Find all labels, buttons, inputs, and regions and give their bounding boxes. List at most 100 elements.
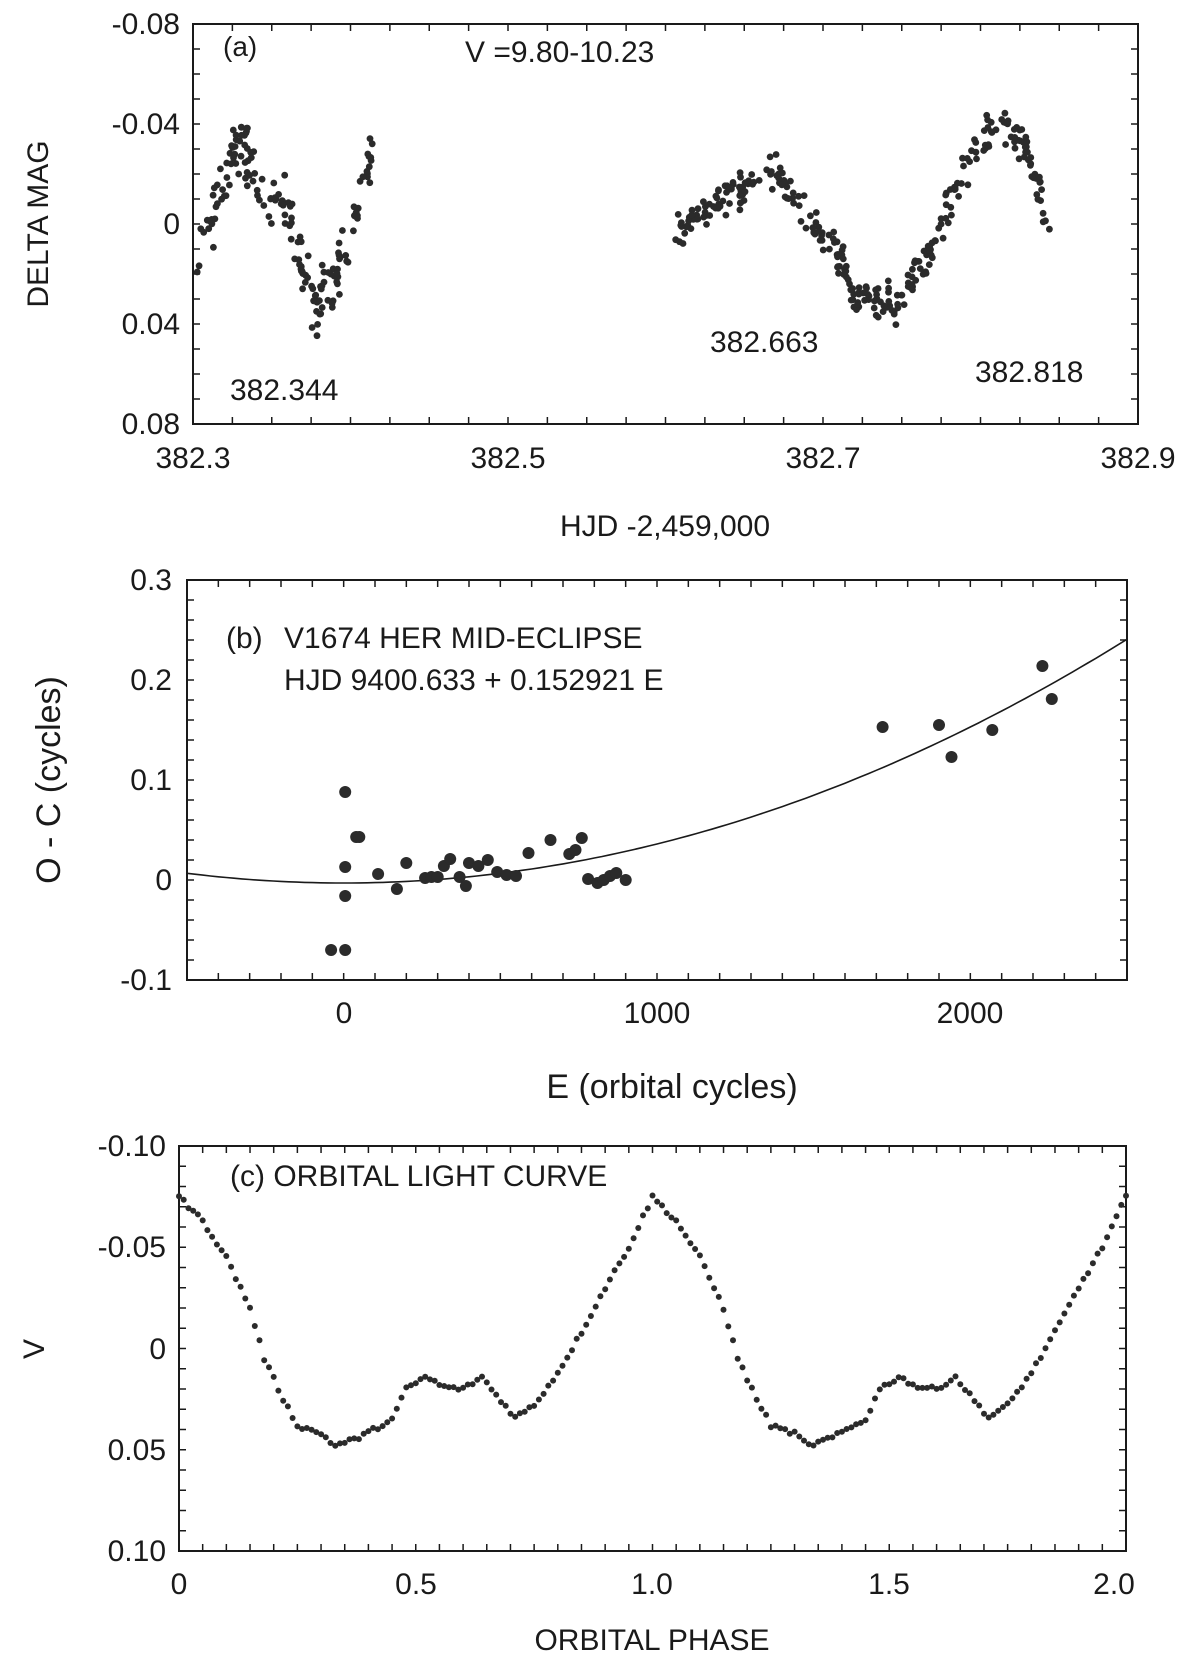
c-data-point	[876, 1386, 883, 1393]
a-data-point	[972, 148, 980, 156]
c-data-point	[914, 1384, 921, 1391]
c-data-point	[909, 1381, 916, 1388]
a-data-point	[842, 262, 850, 270]
a-data-point	[960, 162, 967, 170]
a-data-point	[223, 174, 231, 181]
a-data-point	[942, 191, 950, 199]
a-data-point	[241, 141, 249, 149]
a-data-point	[288, 200, 296, 208]
b-xtick-label-0: 0	[336, 997, 353, 1030]
c-data-point	[957, 1381, 964, 1388]
c-data-point	[900, 1375, 907, 1382]
c-data-point	[668, 1214, 675, 1221]
c-data-point	[602, 1286, 609, 1293]
a-ytick-label-neg0.04: -0.04	[112, 108, 180, 141]
a-data-point	[880, 302, 888, 310]
b-ytick-label-0: 0	[155, 864, 172, 897]
a-data-point	[246, 171, 254, 179]
panel-b-minor-ticks	[186, 579, 1128, 981]
a-data-point	[310, 297, 317, 305]
c-ytick-label-neg0.05: -0.05	[98, 1231, 166, 1264]
a-data-point	[834, 253, 841, 261]
b-data-point	[619, 874, 632, 886]
c-data-point	[370, 1424, 377, 1431]
b-data-point	[453, 871, 466, 883]
c-data-point	[962, 1387, 968, 1393]
c-data-point	[1028, 1370, 1035, 1377]
a-data-point	[335, 249, 342, 257]
c-data-point	[1075, 1285, 1082, 1292]
a-data-point	[909, 265, 916, 273]
c-data-point	[1080, 1275, 1087, 1282]
c-data-point	[280, 1397, 287, 1404]
a-data-point	[291, 255, 299, 263]
c-xtick-label-1.5: 1.5	[868, 1568, 910, 1601]
c-data-point	[1066, 1301, 1073, 1308]
c-data-point	[630, 1235, 637, 1242]
a-data-point	[800, 192, 808, 200]
b-data-point	[481, 854, 494, 866]
c-data-point	[919, 1384, 926, 1391]
c-data-point	[213, 1241, 220, 1248]
c-data-point	[933, 1385, 940, 1392]
a-data-point	[1011, 134, 1019, 141]
c-data-point	[445, 1384, 452, 1391]
c-data-point	[611, 1267, 618, 1274]
c-data-point	[550, 1377, 557, 1384]
a-data-point	[931, 237, 939, 244]
c-data-point	[360, 1430, 367, 1437]
a-data-point	[772, 151, 780, 158]
c-data-point	[744, 1377, 751, 1384]
c-data-point	[176, 1193, 182, 1200]
c-data-point	[464, 1381, 471, 1388]
a-data-point	[871, 297, 878, 305]
c-data-point	[786, 1430, 793, 1437]
a-data-point	[722, 211, 730, 219]
a-y-axis-label: DELTA MAG	[22, 140, 55, 307]
a-data-point	[1039, 209, 1047, 217]
b-xtick-label-1000: 1000	[624, 997, 691, 1030]
a-data-point	[694, 205, 702, 213]
c-data-point	[971, 1398, 978, 1405]
c-data-point	[905, 1380, 912, 1387]
c-data-point	[947, 1377, 954, 1384]
a-data-point	[873, 291, 880, 298]
c-ytick-label-0: 0	[149, 1333, 166, 1366]
c-data-point	[1113, 1213, 1120, 1220]
c-data-point	[952, 1373, 959, 1380]
a-data-point	[826, 245, 833, 253]
panel-c-data-points	[176, 1192, 1129, 1449]
c-data-point	[498, 1399, 504, 1406]
c-data-point	[606, 1276, 613, 1283]
b-data-point	[582, 873, 595, 885]
a-data-point	[251, 170, 259, 177]
a-data-point	[254, 192, 261, 199]
c-data-point	[999, 1404, 1006, 1410]
a-data-point	[271, 194, 279, 202]
a-data-point	[195, 262, 203, 270]
c-data-point	[194, 1211, 201, 1218]
a-data-point	[1021, 143, 1029, 151]
c-data-point	[659, 1202, 665, 1209]
a-data-point	[797, 218, 805, 225]
b-ytick-label-0.3: 0.3	[130, 564, 172, 597]
a-xtick-label-382.7: 382.7	[785, 442, 860, 475]
b-data-point	[339, 890, 352, 902]
c-data-point	[791, 1428, 798, 1435]
c-data-point	[767, 1424, 774, 1431]
c-ytick-label-neg0.10: -0.10	[98, 1130, 166, 1163]
c-y-axis-label: V	[18, 1339, 51, 1359]
c-data-point	[232, 1276, 239, 1283]
c-data-point	[455, 1386, 462, 1393]
a-data-point	[279, 201, 287, 209]
a-data-point	[750, 178, 758, 186]
b-title-line-2: HJD 9400.633 + 0.152921 E	[284, 664, 663, 697]
b-xtick-label-2000: 2000	[937, 997, 1004, 1030]
c-data-point	[1061, 1310, 1068, 1317]
a-data-point	[768, 185, 776, 193]
c-xtick-label-1.0: 1.0	[631, 1568, 673, 1601]
a-data-point	[237, 152, 245, 160]
c-ytick-label-0.05: 0.05	[108, 1434, 166, 1467]
a-data-point	[922, 270, 930, 277]
a-data-point	[299, 285, 306, 293]
